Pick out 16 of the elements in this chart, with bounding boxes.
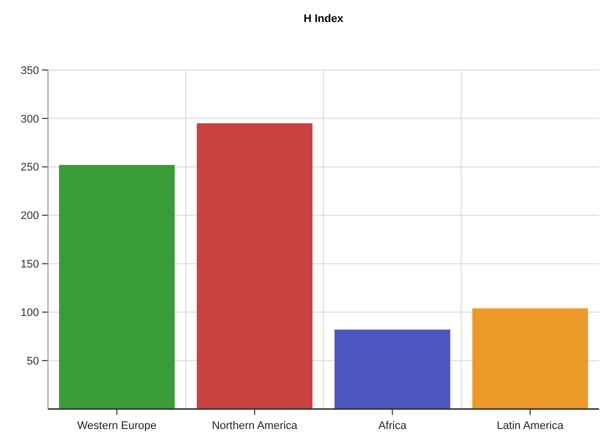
x-tick-label: Western Europe <box>77 420 157 432</box>
x-tick-label: Africa <box>378 420 408 432</box>
bar <box>334 330 450 409</box>
y-tick-label: 300 <box>20 113 39 126</box>
chart-title: H Index <box>304 13 344 25</box>
bar <box>59 164 175 409</box>
bar <box>196 123 312 409</box>
bar <box>472 308 588 409</box>
y-tick-label: 50 <box>26 355 39 368</box>
y-tick-label: 100 <box>20 306 39 319</box>
x-tick-label: Latin America <box>496 420 564 432</box>
x-tick-label: Northern America <box>212 420 298 432</box>
y-tick-label: 150 <box>20 258 39 271</box>
y-tick-label: 250 <box>20 162 39 174</box>
y-tick-label: 200 <box>20 210 39 222</box>
y-tick-label: 350 <box>20 64 39 77</box>
